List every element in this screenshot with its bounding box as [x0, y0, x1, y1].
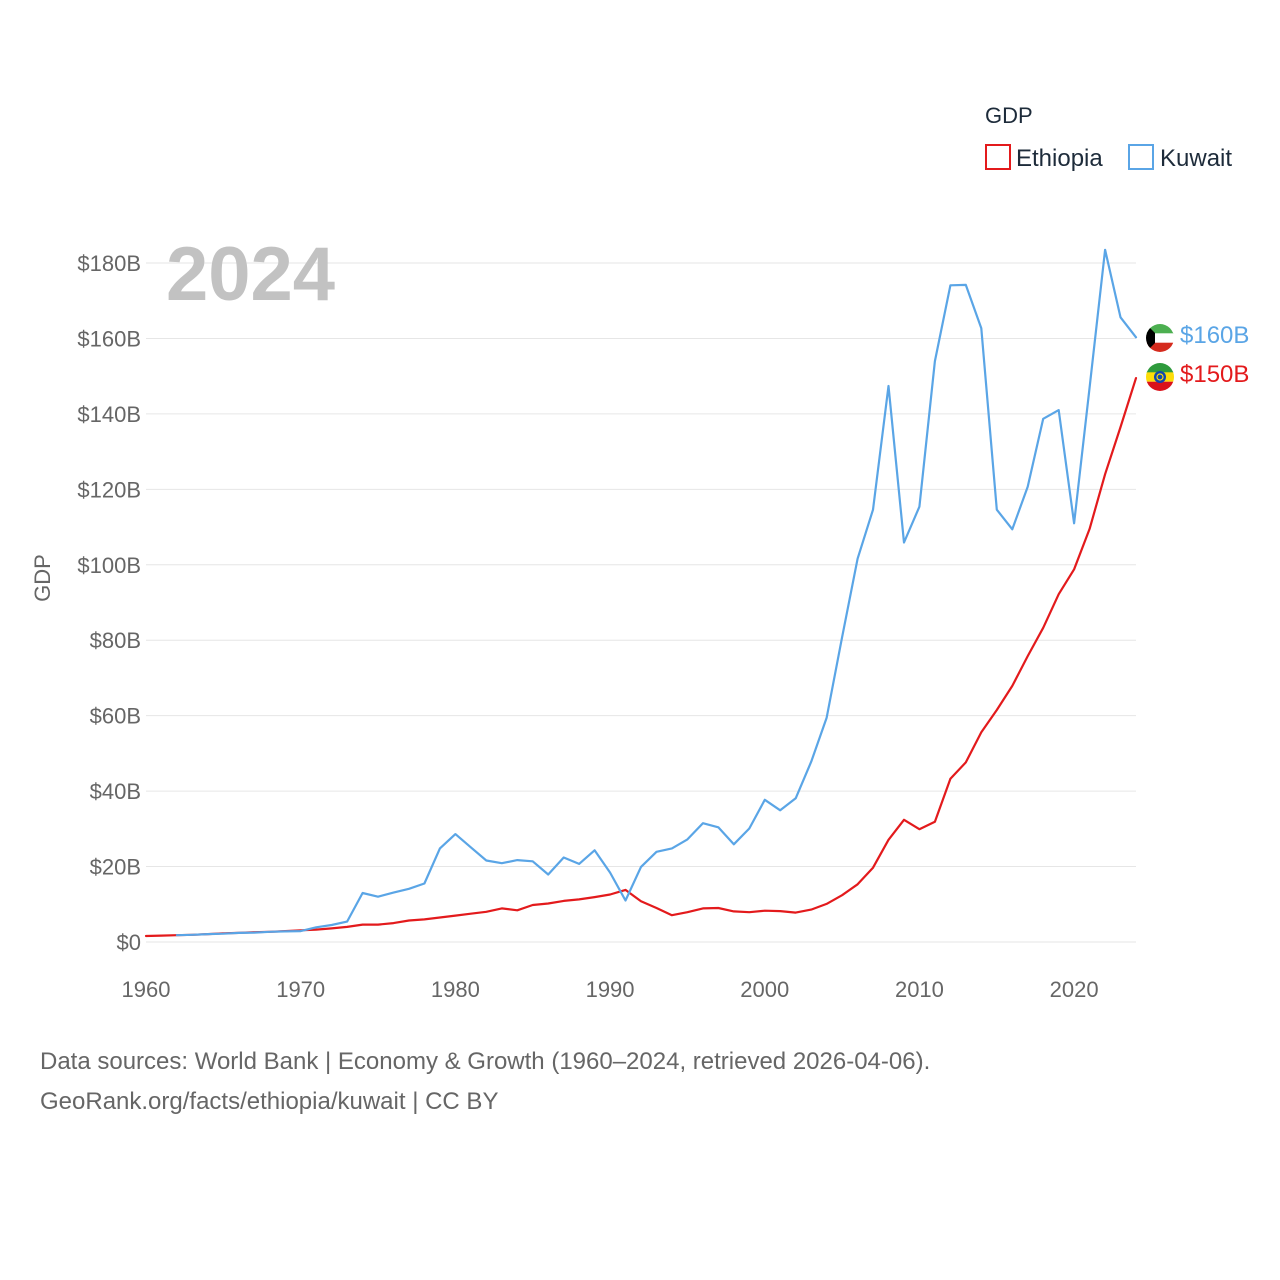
end-marker-kuwait: $160B	[1146, 322, 1249, 352]
x-axis-ticks: 1960 1970 1980 1990 2000 2010 2020	[122, 977, 1099, 1002]
end-value-label-ethiopia: $150B	[1180, 361, 1249, 388]
year-label: 2024	[166, 232, 335, 317]
series-line-kuwait[interactable]	[175, 248, 1138, 937]
y-tick-label: $100B	[77, 553, 141, 578]
end-value-label-kuwait: $160B	[1180, 322, 1249, 349]
x-tick-label: 1980	[431, 977, 480, 1002]
x-tick-label: 1970	[276, 977, 325, 1002]
legend-title: GDP	[985, 103, 1033, 128]
y-tick-label: $40B	[90, 779, 141, 804]
y-tick-label: $120B	[77, 477, 141, 502]
y-tick-label: $0	[117, 930, 141, 955]
legend[interactable]: GDP Ethiopia Kuwait	[985, 103, 1232, 172]
legend-item-kuwait[interactable]: Kuwait	[1128, 144, 1232, 172]
y-tick-label: $60B	[90, 704, 141, 729]
ethiopia-flag-icon	[1146, 363, 1174, 391]
footer: Data sources: World Bank | Economy & Gro…	[40, 1042, 930, 1122]
legend-swatch-ethiopia	[985, 144, 1011, 170]
gdp-line-chart: $0$20B$40B$60B$80B$100B$120B$140B$160B$1…	[30, 103, 1249, 1002]
y-tick-label: $160B	[77, 326, 141, 351]
x-tick-label: 2010	[895, 977, 944, 1002]
gridlines	[146, 262, 1136, 943]
legend-item-ethiopia[interactable]: Ethiopia	[985, 144, 1103, 172]
series-line-ethiopia[interactable]	[144, 377, 1138, 938]
end-marker-ethiopia: $150B	[1146, 361, 1249, 391]
source-link[interactable]: GeoRank.org/facts/ethiopia/kuwait | CC B…	[40, 1088, 499, 1115]
y-tick-label: $140B	[77, 402, 141, 427]
kuwait-flag-icon	[1146, 324, 1174, 352]
legend-label-ethiopia: Ethiopia	[1016, 145, 1103, 172]
x-tick-label: 2000	[740, 977, 789, 1002]
x-tick-label: 1990	[586, 977, 635, 1002]
y-tick-label: $20B	[90, 855, 141, 880]
legend-swatch-kuwait	[1128, 144, 1154, 170]
x-tick-label: 1960	[122, 977, 171, 1002]
series-end-markers: $150B $160B	[1146, 322, 1249, 391]
y-tick-label: $180B	[77, 251, 141, 276]
x-tick-label: 2020	[1050, 977, 1099, 1002]
y-axis-title: GDP	[30, 554, 55, 602]
series-lines	[144, 248, 1138, 938]
data-sources-note: Data sources: World Bank | Economy & Gro…	[40, 1048, 931, 1075]
y-axis-ticks: $0 $20B $40B $60B $80B $100B $120B $140B $160B $1…	[77, 251, 141, 955]
y-tick-label: $80B	[90, 628, 141, 653]
legend-label-kuwait: Kuwait	[1160, 145, 1232, 172]
